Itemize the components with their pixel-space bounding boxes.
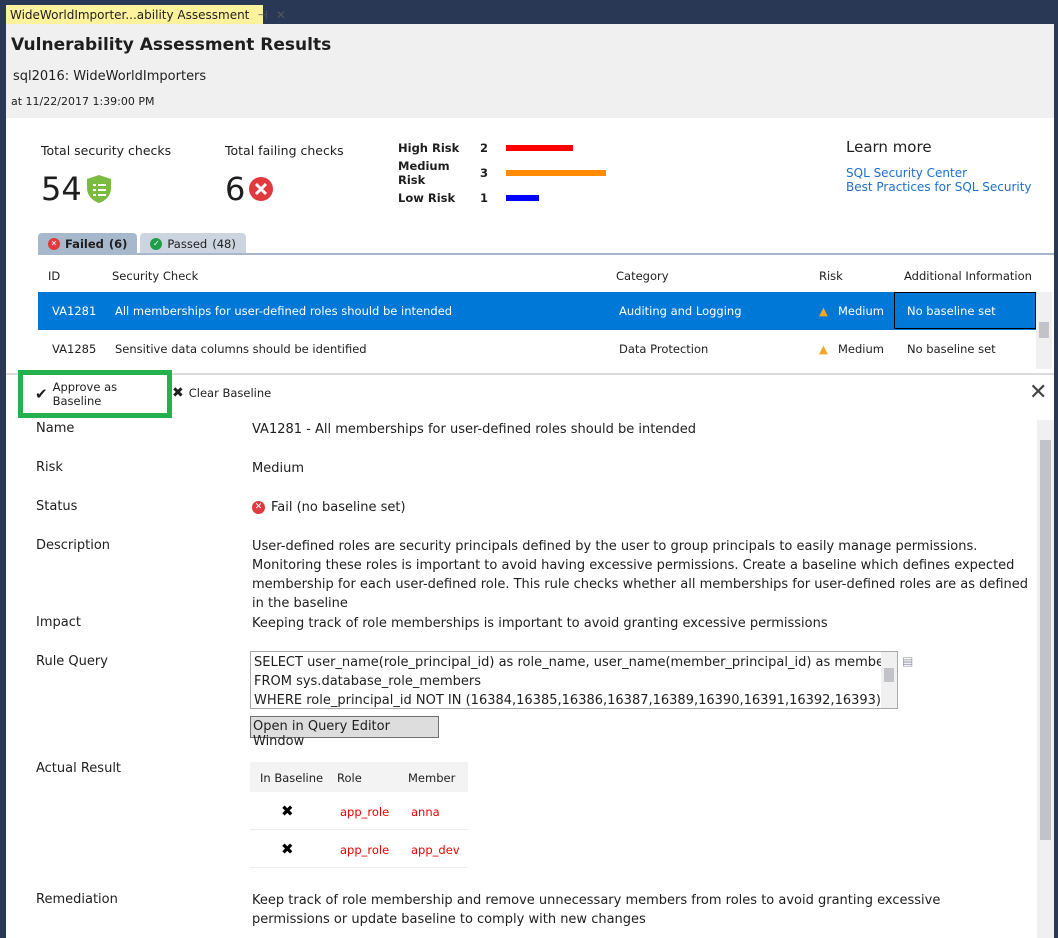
not-in-baseline-icon: ✖: [281, 802, 294, 820]
medium-risk-bar: [506, 169, 607, 176]
name-label: Name: [36, 421, 75, 436]
best-practices-link[interactable]: Best Practices for SQL Security: [846, 180, 1032, 194]
warning-icon: ▲: [819, 304, 828, 318]
header: [6, 24, 1054, 118]
checkmark-icon: ✔: [35, 385, 48, 403]
table-row[interactable]: VA1281 All memberships for user-defined …: [38, 292, 1038, 330]
status-label: Status: [36, 499, 78, 514]
table-row: ✖ app_role anna: [250, 792, 468, 830]
results-grid: ID Security Check Category Risk Addition…: [38, 253, 1054, 369]
tab-passed[interactable]: ✓ Passed (48): [140, 233, 246, 254]
pass-icon: ✓: [150, 237, 163, 250]
total-checks-value: 54: [41, 170, 82, 208]
copy-icon[interactable]: ▤: [902, 654, 914, 668]
col-id[interactable]: ID: [48, 269, 61, 283]
failing-checks-value: 6: [225, 170, 246, 208]
risk-value: Medium: [252, 461, 304, 476]
clear-baseline-button[interactable]: ✖ Clear Baseline: [172, 385, 272, 401]
total-checks-label: Total security checks: [41, 143, 172, 158]
description-label: Description: [36, 538, 111, 553]
risk-low: Low Risk 1: [398, 185, 606, 210]
main-panel: [6, 24, 1054, 938]
table-row: ✖ app_role app_dev: [250, 830, 468, 868]
col-security-check[interactable]: Security Check: [112, 269, 199, 283]
risk-high: High Risk 2: [398, 135, 606, 160]
low-risk-bar: [506, 194, 540, 201]
impact-label: Impact: [36, 615, 81, 630]
page-title: Vulnerability Assessment Results: [11, 35, 332, 55]
col-risk[interactable]: Risk: [819, 269, 843, 283]
document-tab[interactable]: WideWorldImporter...ability Assessment ⊣ ✕: [6, 5, 286, 25]
failing-checks-label: Total failing checks: [225, 143, 344, 158]
scan-timestamp: at 11/22/2017 1:39:00 PM: [11, 95, 155, 108]
open-query-editor-button[interactable]: Open in Query Editor Window: [250, 716, 439, 749]
rule-query-label: Rule Query: [36, 654, 108, 669]
table-row[interactable]: VA1285 Sensitive data columns should be …: [52, 342, 996, 356]
details-scrollbar[interactable]: [1037, 420, 1054, 938]
col-category[interactable]: Category: [616, 269, 669, 283]
grid-scrollbar[interactable]: [1036, 292, 1052, 369]
approve-baseline-button[interactable]: ✔ Approve as Baseline: [18, 370, 172, 418]
pin-icon[interactable]: ⊣: [257, 8, 268, 22]
description-value: User-defined roles are security principa…: [252, 539, 1029, 611]
tab-failed[interactable]: ✕ Failed (6): [38, 233, 138, 254]
warning-icon: ▲: [819, 342, 828, 356]
impact-value: Keeping track of role memberships is imp…: [252, 616, 828, 631]
risk-label: Risk: [36, 460, 63, 475]
not-in-baseline-icon: ✖: [281, 840, 294, 858]
actual-result-label: Actual Result: [36, 761, 122, 776]
server-database: sql2016: WideWorldImporters: [13, 69, 207, 84]
rule-query-box[interactable]: SELECT user_name(role_principal_id) as r…: [250, 651, 898, 709]
learn-more-title: Learn more: [846, 138, 932, 156]
fail-icon: ✕: [252, 501, 265, 514]
shield-check-icon: [86, 175, 111, 203]
col-additional-info[interactable]: Additional Information: [904, 269, 1032, 283]
actual-result-table: In Baseline Role Member ✖ app_role anna ✖ app…: [250, 762, 468, 868]
fail-icon: ✕: [48, 237, 60, 250]
query-scrollbar[interactable]: [881, 652, 897, 708]
close-details-icon[interactable]: ✕: [1029, 380, 1048, 405]
details-toolbar: [6, 373, 1054, 413]
tab-title: WideWorldImporter...ability Assessment: [10, 8, 250, 22]
name-value: VA1281 - All memberships for user-define…: [252, 422, 697, 437]
close-icon[interactable]: ✕: [275, 8, 286, 22]
remediation-value: Keep track of role membership and remove…: [252, 893, 941, 927]
remediation-label: Remediation: [36, 892, 118, 907]
fail-icon: [249, 177, 274, 201]
risk-medium: Medium Risk 3: [398, 159, 607, 187]
x-icon: ✖: [172, 385, 184, 401]
risk-breakdown: High Risk 2 Medium Risk 3 Low Risk 1: [398, 135, 607, 210]
status-value: ✕ Fail (no baseline set): [252, 498, 1032, 517]
high-risk-bar: [506, 144, 574, 151]
sql-security-center-link[interactable]: SQL Security Center: [846, 166, 968, 180]
